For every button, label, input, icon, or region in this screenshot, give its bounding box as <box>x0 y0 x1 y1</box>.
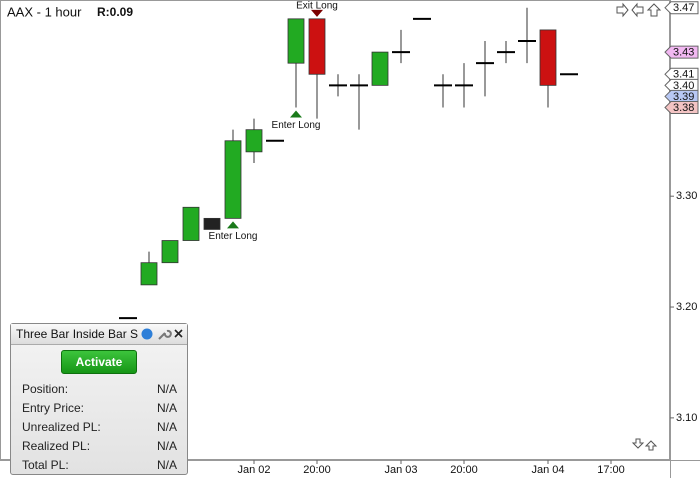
price-marker-label: 3.41 <box>673 69 694 81</box>
price-marker-label: 3.47 <box>673 2 694 14</box>
candle-body <box>161 240 179 264</box>
panel-row: Position: N/A <box>11 380 187 399</box>
x-tick-label: Jan 04 <box>531 464 564 476</box>
row-label: Entry Price: <box>22 401 85 415</box>
signal-label: Enter Long <box>272 120 321 131</box>
candle-body <box>308 18 326 75</box>
activate-button[interactable]: Activate <box>61 350 137 374</box>
price-marker-label: 3.40 <box>673 80 694 92</box>
price-marker-label: 3.39 <box>673 91 694 103</box>
row-value: N/A <box>156 439 177 453</box>
price-marker <box>664 78 699 92</box>
price-marker <box>664 67 699 81</box>
scroll-icons[interactable] <box>616 2 662 451</box>
signal-label: Enter Long <box>209 231 258 242</box>
settings-icon[interactable] <box>158 329 173 340</box>
panel-row: Unrealized PL: N/A <box>11 418 187 437</box>
row-label: Unrealized PL: <box>22 420 101 434</box>
scroll-up[interactable] <box>646 3 662 17</box>
panel-row: Entry Price: N/A <box>11 399 187 418</box>
signal-arrow <box>227 221 239 229</box>
x-tick-label: 20:00 <box>450 464 478 476</box>
panel-title: Three Bar Inside Bar S <box>16 327 139 341</box>
panel-row: Realized PL: N/A <box>11 437 187 456</box>
row-label: Realized PL: <box>22 439 91 453</box>
candle-body <box>245 129 263 153</box>
y-tick-label: 3.10 <box>676 412 697 424</box>
scroll-right[interactable] <box>616 2 629 18</box>
candle-body <box>182 206 200 241</box>
zoom-down[interactable] <box>631 438 645 449</box>
price-marker <box>664 1 699 15</box>
price-marker-label: 3.43 <box>673 47 694 59</box>
candle-body <box>539 29 557 86</box>
y-tick-label: 3.30 <box>676 190 697 202</box>
candle-body <box>371 51 389 86</box>
price-marker <box>664 89 699 103</box>
row-label: Total PL: <box>22 458 69 472</box>
close-icon[interactable] <box>174 329 183 338</box>
candle-body <box>287 18 305 64</box>
signal-arrow <box>311 9 323 17</box>
price-marker <box>664 45 699 59</box>
row-value: N/A <box>156 382 177 396</box>
x-tick-label: Jan 02 <box>237 464 270 476</box>
scroll-left[interactable] <box>631 2 644 18</box>
chart-title: AAX - 1 hour <box>7 4 82 19</box>
price-marker-label: 3.38 <box>673 102 694 114</box>
y-tick-label: 3.20 <box>676 301 697 313</box>
signal-label: Exit Long <box>296 0 338 11</box>
x-tick-label: 17:00 <box>597 464 625 476</box>
panel-header: Three Bar Inside Bar S <box>11 324 187 345</box>
candle-body <box>224 140 242 219</box>
price-marker <box>664 101 699 115</box>
chart-subtitle: R:0.09 <box>97 5 133 19</box>
panel-icons <box>141 328 183 340</box>
x-tick-label: 20:00 <box>303 464 331 476</box>
panel-row: Total PL: N/A <box>11 456 187 475</box>
zoom-up[interactable] <box>644 440 658 451</box>
row-value: N/A <box>156 458 177 472</box>
x-tick-label: Jan 03 <box>384 464 417 476</box>
strategy-panel: Three Bar Inside Bar S Activate Position… <box>10 323 188 475</box>
signal-arrow <box>290 110 302 118</box>
panel-rows: Position: N/A Entry Price: N/A Unrealized PL… <box>11 380 187 475</box>
refresh-icon[interactable] <box>141 328 153 340</box>
candle-body <box>140 262 158 286</box>
row-label: Position: <box>22 382 69 396</box>
row-value: N/A <box>156 401 177 415</box>
row-value: N/A <box>156 420 177 434</box>
candle-body <box>203 217 221 230</box>
plot: Enter Long Enter Long Exit Long <box>119 0 578 320</box>
